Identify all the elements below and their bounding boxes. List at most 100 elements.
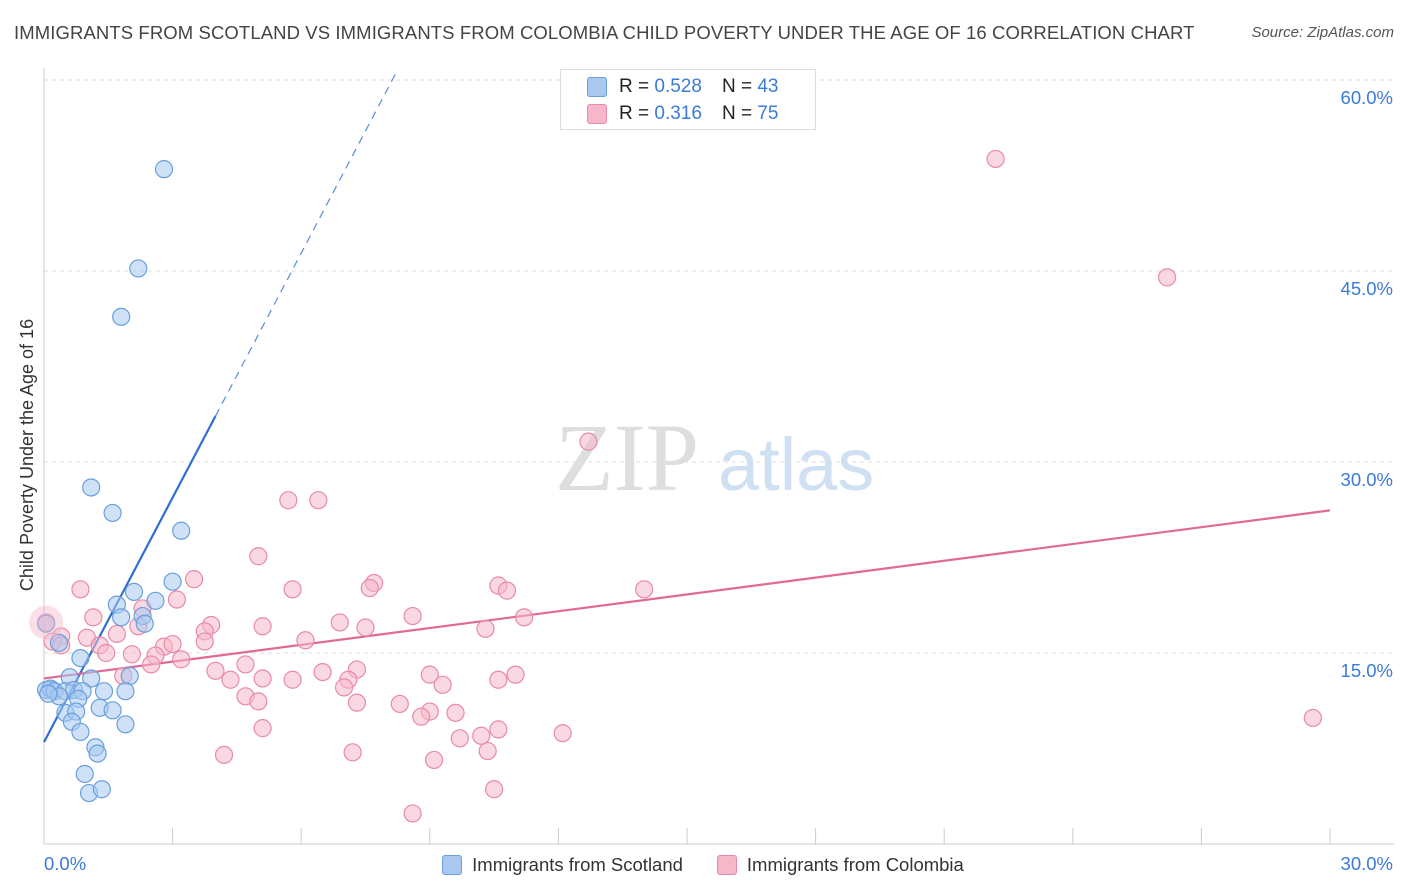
colombia-point	[403, 804, 422, 823]
colombia-point	[283, 670, 302, 689]
colombia-point	[107, 624, 126, 644]
colombia-point	[249, 692, 268, 711]
scotland-point	[112, 608, 131, 627]
colombia-point	[309, 491, 328, 510]
r-value: 0.316	[654, 103, 702, 124]
colombia-point	[172, 650, 191, 669]
colombia-cluster-point	[29, 605, 64, 640]
colombia-trend-line	[43, 509, 1331, 680]
colombia-point	[167, 590, 186, 609]
colombia-point	[485, 780, 504, 799]
colombia-point	[1158, 268, 1177, 287]
colombia-point	[489, 670, 508, 689]
scotland-point	[82, 478, 101, 497]
chart-title: IMMIGRANTS FROM SCOTLAND VS IMMIGRANTS F…	[14, 22, 1195, 43]
colombia-point	[476, 619, 495, 638]
n-value: 75	[757, 103, 779, 124]
colombia-point	[1303, 708, 1322, 728]
colombia-point	[84, 608, 103, 627]
scotland-point	[124, 582, 144, 601]
colombia-point	[390, 694, 409, 714]
colombia-point	[253, 719, 272, 738]
n-label: N =	[721, 76, 753, 97]
colombia-point	[356, 618, 375, 637]
colombia-point	[347, 693, 367, 712]
y-axis-label: Child Poverty Under the Age of 16	[17, 319, 37, 591]
scotland-point	[146, 591, 165, 610]
colombia-point	[412, 707, 431, 726]
colombia-point	[313, 662, 332, 682]
stats-legend-row-colombia: R = 0.316 N = 75	[587, 101, 778, 127]
colombia-point	[446, 703, 465, 722]
colombia-point	[420, 665, 439, 684]
colombia-point	[986, 149, 1005, 169]
scotland-point	[120, 666, 139, 686]
legend-item-colombia[interactable]: Immigrants from Colombia	[716, 854, 964, 876]
legend-item-scotland[interactable]: Immigrants from Scotland	[442, 854, 683, 876]
scotland-point	[75, 764, 94, 784]
scotland-point	[71, 722, 90, 742]
colombia-point	[489, 720, 508, 739]
colombia-point	[184, 570, 204, 589]
colombia-point	[122, 645, 141, 664]
colombia-point	[296, 631, 315, 650]
scotland-point	[92, 780, 111, 799]
colombia-point	[450, 729, 469, 748]
scotland-swatch	[587, 77, 607, 97]
colombia-point	[221, 670, 240, 689]
data-points	[29, 149, 1322, 823]
chart-source: Source: ZipAtlas.com	[1251, 24, 1394, 41]
scotland-point	[116, 715, 135, 734]
r-value: 0.528	[654, 76, 702, 97]
scotland-trend-extension	[214, 73, 397, 417]
colombia-point	[71, 580, 90, 599]
y-tick-label: 30.0%	[1341, 469, 1393, 490]
scotland-point	[112, 307, 131, 326]
colombia-point	[163, 634, 182, 654]
watermark: ZIP atlas	[555, 404, 874, 511]
legend-label-colombia: Immigrants from Colombia	[746, 854, 964, 875]
grid-lines	[44, 79, 1394, 654]
y-tick-label: 60.0%	[1341, 87, 1393, 108]
colombia-point	[433, 675, 452, 694]
colombia-point	[497, 581, 517, 600]
scotland-point	[116, 682, 135, 701]
stats-legend-row-scotland: R = 0.528 N = 43	[587, 74, 778, 100]
scotland-point	[135, 614, 154, 633]
colombia-point	[360, 578, 379, 598]
colombia-point	[424, 750, 444, 770]
colombia-point	[403, 606, 422, 626]
scotland-point	[103, 701, 122, 720]
n-value: 43	[757, 76, 779, 97]
scotland-point	[37, 614, 56, 633]
axes	[43, 68, 1394, 845]
colombia-point	[635, 580, 654, 599]
colombia-point	[330, 613, 349, 632]
n-label: N =	[721, 103, 753, 124]
colombia-swatch	[587, 104, 607, 124]
colombia-point	[279, 491, 298, 510]
colombia-point	[249, 547, 268, 566]
colombia-swatch	[716, 855, 737, 875]
scotland-point	[129, 259, 148, 278]
scotland-point	[39, 684, 58, 703]
r-label: R =	[619, 76, 650, 97]
colombia-point	[253, 669, 272, 688]
colombia-point	[253, 617, 272, 636]
watermark-zip: ZIP	[555, 404, 699, 511]
y-tick-label: 15.0%	[1341, 660, 1393, 681]
colombia-point	[334, 678, 354, 697]
legend-label-scotland: Immigrants from Scotland	[472, 854, 683, 875]
colombia-point	[478, 741, 497, 761]
colombia-point	[195, 632, 214, 651]
scotland-point	[49, 633, 69, 652]
series-legend: Immigrants from Scotland Immigrants from…	[0, 851, 1406, 879]
x-tick-label: 30.0%	[1341, 853, 1393, 874]
colombia-point	[472, 726, 491, 745]
colombia-point	[579, 432, 598, 451]
colombia-point	[506, 665, 525, 684]
colombia-point	[236, 655, 255, 674]
r-label: R =	[619, 103, 650, 124]
colombia-point	[206, 661, 225, 680]
